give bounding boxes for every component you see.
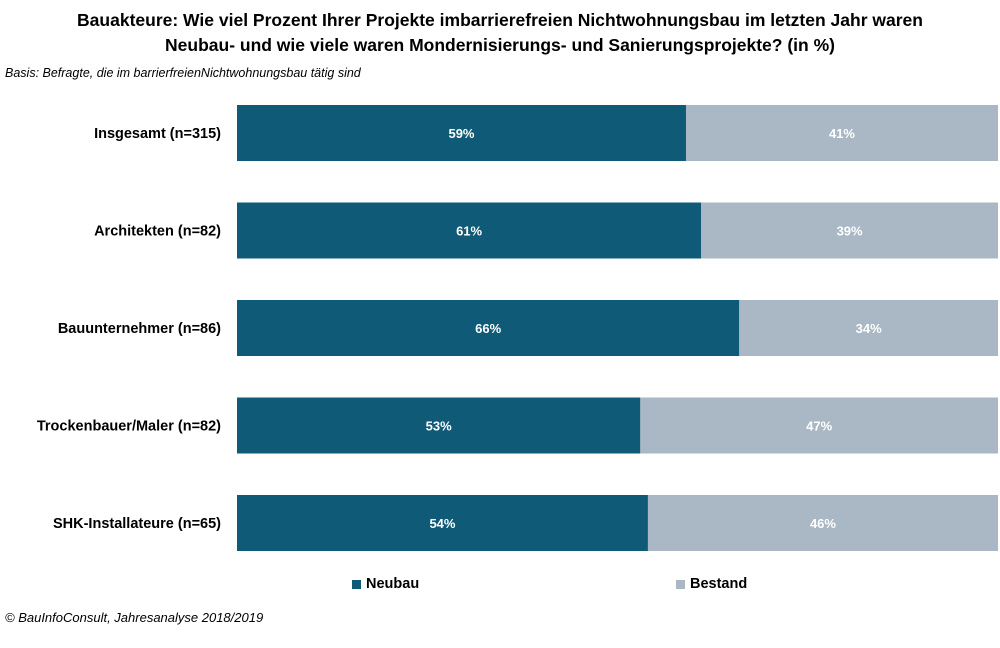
value-label-neubau: 61% [456,224,482,239]
legend-swatch-neubau [352,579,361,589]
value-label-bestand: 47% [806,419,832,434]
bar-group-0: Insgesamt (n=315) 59% 41% [94,105,998,161]
legend: Neubau Bestand [0,576,1000,596]
category-label: Trockenbauer/Maler (n=82) [37,419,221,435]
value-label-bestand: 46% [810,516,836,531]
bar-neubau [237,105,686,161]
legend-label-bestand: Bestand [690,576,748,592]
legend-swatch-bestand [676,579,685,589]
bar-bestand [640,397,998,454]
legend-label-neubau: Neubau [366,576,420,592]
basis-note: Basis: Befragte, die im barrierfreienNic… [5,66,361,80]
bar-bestand [685,105,998,161]
value-label-neubau: 59% [448,126,474,141]
bar-group-4: SHK-Installateure (n=65) 54% 46% [53,495,998,551]
category-label: SHK-Installateure (n=65) [53,516,221,532]
category-label: Architekten (n=82) [94,224,221,240]
bar-group-1: Architekten (n=82) 61% 39% [94,202,998,259]
value-label-neubau: 54% [429,516,455,531]
value-label-bestand: 34% [856,321,882,336]
source-note: © BauInfoConsult, Jahresanalyse 2018/201… [5,610,264,625]
bar-group-3: Trockenbauer/Maler (n=82) 53% 47% [37,397,998,454]
bar-group-2: Bauunternehmer (n=86) 66% 34% [58,300,998,356]
value-label-neubau: 66% [475,321,501,336]
bar-neubau [237,495,648,551]
value-label-neubau: 53% [426,419,452,434]
chart-title-line-2: Neubau- und wie viele waren Mondernisier… [165,35,835,55]
bar-neubau [237,202,702,259]
value-label-bestand: 39% [837,224,863,239]
value-label-bestand: 41% [829,126,855,141]
bar-neubau [237,397,641,454]
chart-title: Bauakteure: Wie viel Prozent Ihrer Proje… [20,8,980,58]
category-label: Bauunternehmer (n=86) [58,321,221,337]
bar-bestand [647,495,998,551]
bar-neubau [237,300,740,356]
category-label: Insgesamt (n=315) [94,126,221,142]
bar-bestand [739,300,998,356]
legend-item-neubau: Neubau [352,576,419,592]
legend-item-bestand: Bestand [676,576,747,592]
chart-title-line-1: Bauakteure: Wie viel Prozent Ihrer Proje… [77,10,923,30]
bar-bestand [701,202,998,259]
